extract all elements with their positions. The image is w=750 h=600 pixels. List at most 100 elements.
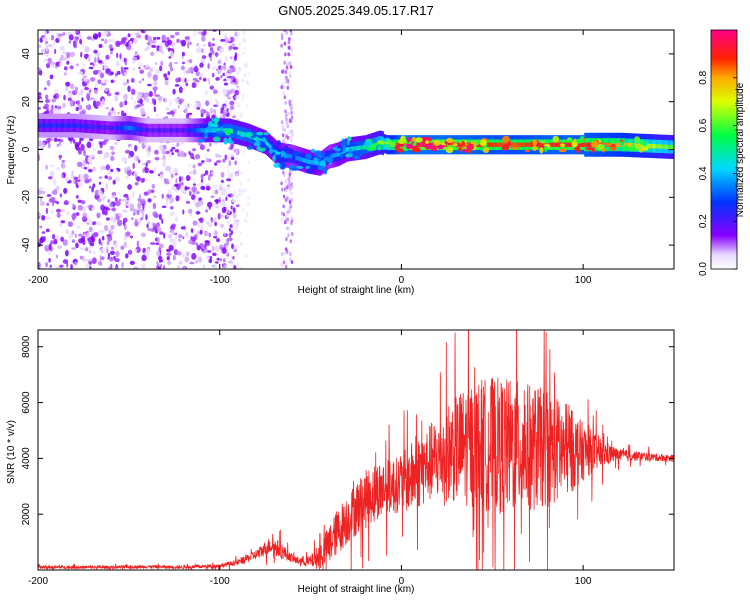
noise-speckle [220, 57, 223, 62]
ridge-core [223, 128, 225, 133]
ridge-core [154, 128, 157, 133]
noise-speckle [228, 35, 231, 39]
noise-speckle [61, 56, 67, 61]
noise-speckle [283, 95, 287, 100]
noise-speckle [71, 213, 77, 220]
ridge-blob [587, 142, 591, 148]
noise-speckle [231, 243, 234, 249]
spectrogram-frame [37, 29, 675, 270]
noise-speckle [111, 109, 116, 116]
noise-speckle [161, 150, 166, 155]
noise-speckle [184, 77, 187, 83]
noise-speckle [289, 239, 293, 244]
ridge-blob [262, 137, 266, 143]
y-tick-label: -20 [21, 190, 32, 205]
ridge-core [268, 142, 270, 148]
noise-speckle [49, 170, 55, 178]
ridge-core [56, 123, 58, 128]
noise-speckle [219, 51, 222, 56]
noise-speckle [288, 71, 292, 76]
noise-speckle [201, 58, 206, 64]
noise-speckle [233, 190, 237, 194]
ridge-core [616, 142, 619, 147]
noise-speckle [164, 181, 170, 185]
noise-speckle [169, 238, 175, 243]
ridge-core [615, 142, 618, 147]
noise-speckle [78, 233, 83, 237]
noise-speckle [121, 261, 124, 268]
noise-speckle [47, 44, 53, 47]
noise-speckle [227, 186, 230, 192]
noise-speckle [286, 135, 290, 140]
ridge-blob [364, 140, 372, 148]
ridge-core [229, 128, 232, 133]
noise-speckle [45, 45, 49, 52]
noise-speckle [91, 38, 95, 41]
noise-speckle [48, 243, 52, 251]
noise-speckle [79, 110, 85, 115]
ridge-blob [276, 140, 281, 146]
noise-speckle [45, 94, 49, 100]
noise-speckle [105, 54, 110, 60]
colorbar-tick-label: 0.6 [698, 118, 709, 132]
noise-speckle [63, 66, 68, 71]
ridge-core [190, 128, 192, 133]
noise-speckle [180, 226, 186, 230]
noise-speckle [85, 263, 90, 268]
noise-speckle [77, 99, 80, 107]
ridge-blob [543, 145, 548, 153]
noise-speckle [112, 207, 116, 212]
ridge-core [135, 126, 137, 131]
noise-speckle [146, 150, 151, 158]
noise-speckle [188, 171, 193, 175]
noise-speckle [182, 61, 185, 65]
ridge-core [38, 123, 40, 128]
ridge-blob [575, 138, 583, 144]
ridge-blob [225, 129, 231, 136]
noise-speckle [234, 89, 240, 96]
ridge-core [198, 128, 200, 133]
ridge-core [360, 145, 363, 150]
noise-speckle [59, 57, 62, 63]
noise-speckle [240, 112, 243, 116]
noise-speckle [133, 266, 139, 269]
noise-speckle [165, 199, 169, 207]
noise-speckle [83, 166, 88, 170]
noise-speckle [196, 191, 200, 195]
noise-speckle [229, 224, 233, 228]
ridge-blob [346, 140, 350, 146]
noise-speckle [239, 231, 242, 235]
ridge-core [71, 123, 74, 128]
noise-speckle [71, 247, 77, 250]
ridge-blob [462, 148, 468, 153]
noise-speckle [171, 223, 176, 229]
ridge-blob [287, 148, 294, 152]
ridge-blob [291, 167, 299, 171]
noise-speckle [185, 251, 190, 257]
noise-speckle [134, 145, 138, 152]
noise-speckle [222, 72, 226, 77]
noise-speckle [233, 112, 236, 117]
noise-speckle [185, 232, 189, 237]
noise-speckle [169, 201, 173, 205]
ridge-blob [377, 140, 384, 145]
noise-speckle [50, 240, 55, 245]
ridge-core [651, 144, 654, 149]
ridge-core [219, 128, 221, 133]
ridge-core [189, 128, 191, 133]
noise-speckle [158, 174, 164, 180]
noise-speckle [59, 62, 62, 67]
ridge-core [116, 125, 118, 131]
noise-speckle [65, 249, 69, 257]
y-tick-label: 20 [21, 96, 32, 108]
noise-speckle [289, 30, 293, 33]
noise-speckle [207, 41, 212, 48]
noise-speckle [189, 213, 193, 217]
noise-speckle [95, 221, 99, 225]
noise-speckle [115, 40, 121, 47]
noise-speckle [92, 147, 96, 152]
ridge-blob [597, 143, 605, 151]
ridge-core [376, 141, 378, 146]
ridge-blob [502, 135, 510, 143]
noise-speckle [89, 97, 95, 101]
